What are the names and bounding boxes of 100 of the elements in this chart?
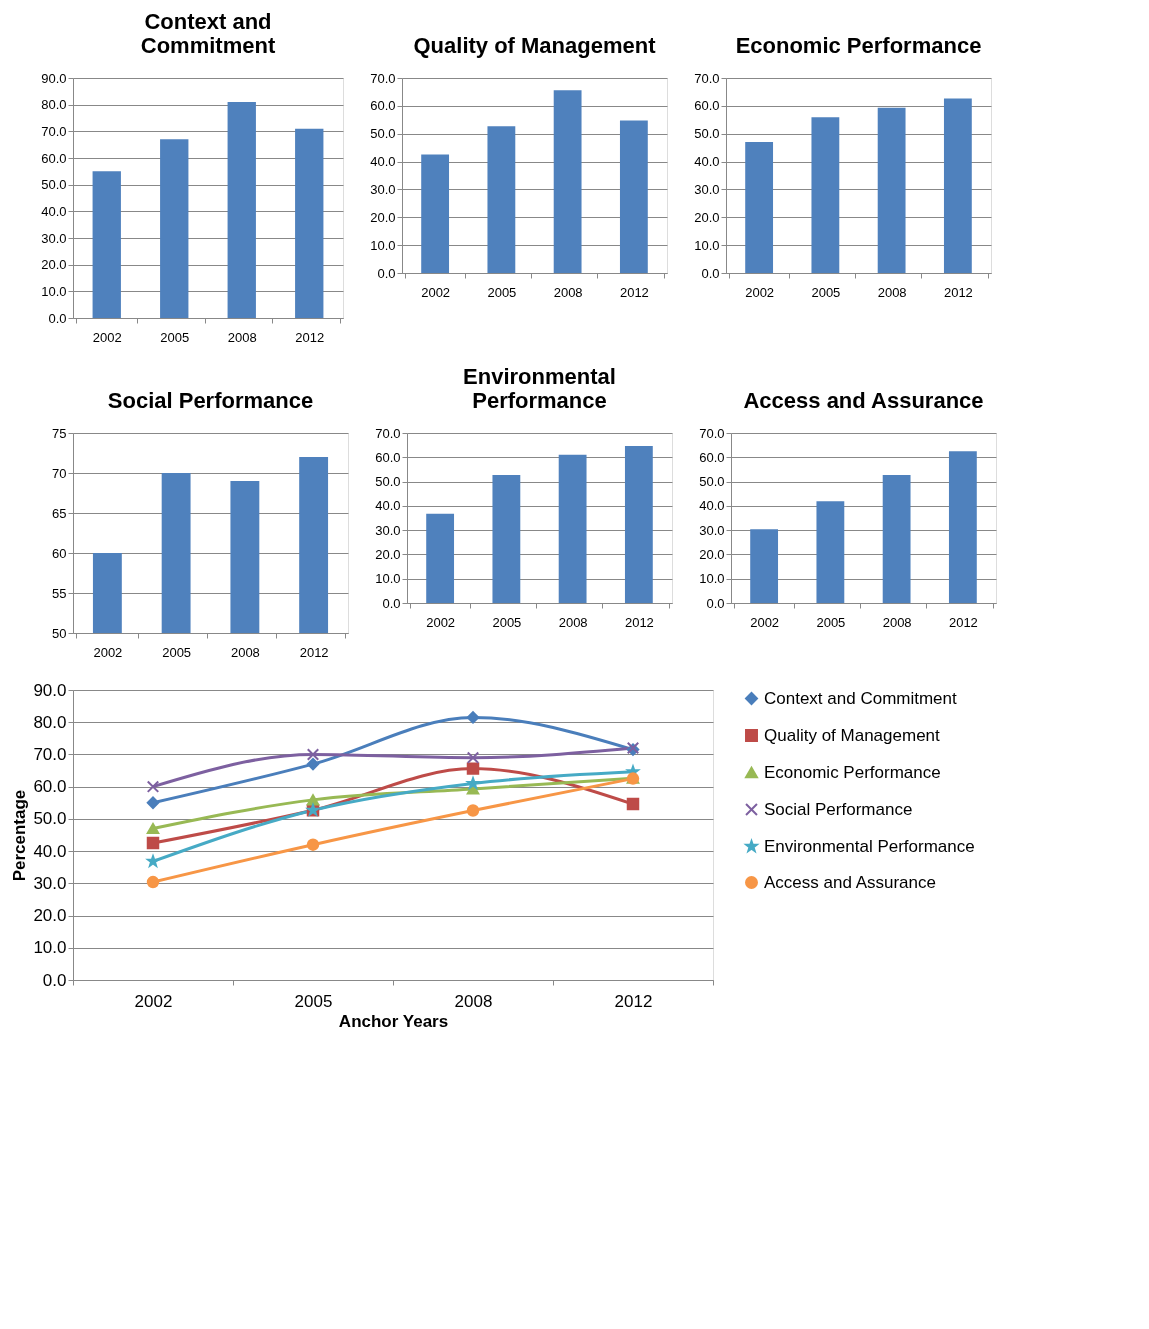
x-tick-label: 2002	[421, 284, 451, 300]
y-tick-label: 50.0	[699, 474, 725, 490]
y-tick-label: 0.0	[377, 265, 396, 281]
y-axis-title: Percentage	[10, 789, 30, 882]
x-tick-label: 2002	[92, 329, 122, 345]
y-tick-label: 70.0	[370, 70, 396, 86]
x-tick-label: 2012	[943, 284, 973, 300]
x-tick-label: 2002	[745, 284, 775, 300]
x-tick-label: 2008	[558, 614, 588, 630]
y-tick-label: 0.0	[48, 310, 67, 326]
y-tick-label: 70.0	[375, 425, 401, 441]
x-tick-label: 2005	[492, 614, 522, 630]
y-tick-label: 60.0	[33, 777, 67, 797]
y-tick-label: 50.0	[370, 126, 396, 142]
x-tick-label: 2012	[619, 284, 649, 300]
y-tick-label: 0.0	[42, 970, 67, 990]
y-tick-label: 0.0	[706, 595, 725, 611]
y-tick-label: 50.0	[41, 177, 67, 193]
chart-title: Environmental Performance	[463, 364, 616, 413]
y-tick-label: 55	[52, 585, 67, 601]
chart-title: Access and Assurance	[743, 388, 984, 413]
x-tick-label: 2005	[487, 284, 517, 300]
chart-title: Context and Commitment	[140, 9, 276, 58]
y-tick-label: 20.0	[699, 546, 725, 562]
y-tick-label: 30.0	[699, 522, 725, 538]
y-tick-label: 40.0	[33, 841, 67, 861]
legend-label: Social Performance	[764, 799, 913, 819]
y-tick-label: 10.0	[699, 571, 725, 587]
y-tick-label: 20.0	[370, 209, 396, 225]
x-tick-label: 2012	[299, 644, 329, 660]
x-tick-label: 2012	[295, 329, 325, 345]
y-tick-label: 40.0	[699, 498, 725, 514]
y-tick-label: 60.0	[699, 449, 725, 465]
y-tick-label: 60	[52, 545, 67, 561]
y-tick-label: 30.0	[375, 522, 401, 538]
x-tick-label: 2002	[134, 991, 173, 1011]
y-tick-label: 30.0	[33, 873, 67, 893]
x-tick-label: 2012	[624, 614, 654, 630]
y-tick-label: 30.0	[370, 181, 396, 197]
y-tick-label: 50.0	[33, 809, 67, 829]
y-tick-label: 20.0	[41, 257, 67, 273]
y-tick-label: 90.0	[33, 680, 67, 700]
legend-label: Context and Commitment	[764, 688, 958, 708]
x-tick-label: 2005	[162, 644, 192, 660]
y-tick-label: 60.0	[41, 150, 67, 166]
y-tick-label: 70.0	[694, 70, 720, 86]
y-tick-label: 70.0	[33, 744, 67, 764]
y-tick-label: 60.0	[370, 98, 396, 114]
y-tick-label: 40.0	[694, 154, 720, 170]
y-tick-label: 30.0	[41, 230, 67, 246]
y-tick-label: 40.0	[370, 154, 396, 170]
x-tick-label: 2008	[877, 284, 907, 300]
y-tick-label: 50	[52, 625, 67, 641]
legend-label: Quality of Management	[764, 725, 941, 745]
y-tick-label: 50.0	[694, 126, 720, 142]
legend-label: Economic Performance	[764, 762, 941, 782]
x-tick-label: 2005	[811, 284, 841, 300]
x-tick-label: 2008	[230, 644, 260, 660]
x-tick-label: 2002	[426, 614, 456, 630]
x-tick-label: 2012	[948, 614, 978, 630]
y-tick-label: 10.0	[375, 571, 401, 587]
y-tick-label: 40.0	[41, 203, 67, 219]
y-tick-label: 65	[52, 505, 67, 521]
y-tick-label: 20.0	[375, 546, 401, 562]
x-tick-label: 2008	[553, 284, 583, 300]
y-tick-label: 70	[52, 465, 67, 481]
x-tick-label: 2008	[227, 329, 257, 345]
y-tick-label: 20.0	[694, 209, 720, 225]
x-tick-label: 2008	[882, 614, 912, 630]
chart-title: Social Performance	[107, 388, 314, 413]
legend-label: Environmental Performance	[764, 836, 975, 856]
x-tick-label: 2002	[93, 644, 123, 660]
y-tick-label: 60.0	[694, 98, 720, 114]
y-tick-label: 0.0	[382, 595, 401, 611]
x-tick-label: 2008	[454, 991, 493, 1011]
y-tick-label: 70.0	[41, 123, 67, 139]
x-tick-label: 2002	[750, 614, 780, 630]
legend-label: Access and Assurance	[764, 872, 936, 892]
chart-title: Economic Performance	[735, 33, 982, 58]
y-tick-label: 75	[52, 425, 67, 441]
y-tick-label: 60.0	[375, 449, 401, 465]
y-tick-label: 10.0	[370, 237, 396, 253]
chart-title: Quality of Management	[413, 33, 657, 58]
y-tick-label: 20.0	[33, 906, 67, 926]
y-tick-label: 10.0	[694, 237, 720, 253]
x-tick-label: 2005	[294, 991, 333, 1011]
y-tick-label: 80.0	[33, 712, 67, 732]
y-tick-label: 0.0	[701, 265, 720, 281]
x-tick-label: 2005	[816, 614, 846, 630]
y-tick-label: 50.0	[375, 474, 401, 490]
y-tick-label: 80.0	[41, 97, 67, 113]
y-tick-label: 70.0	[699, 425, 725, 441]
y-tick-label: 30.0	[694, 181, 720, 197]
x-tick-label: 2012	[614, 991, 653, 1011]
y-tick-label: 10.0	[33, 938, 67, 958]
y-tick-label: 10.0	[41, 283, 67, 299]
x-tick-label: 2005	[160, 329, 190, 345]
y-tick-label: 40.0	[375, 498, 401, 514]
y-tick-label: 90.0	[41, 70, 67, 86]
x-axis-title: Anchor Years	[338, 1011, 449, 1031]
